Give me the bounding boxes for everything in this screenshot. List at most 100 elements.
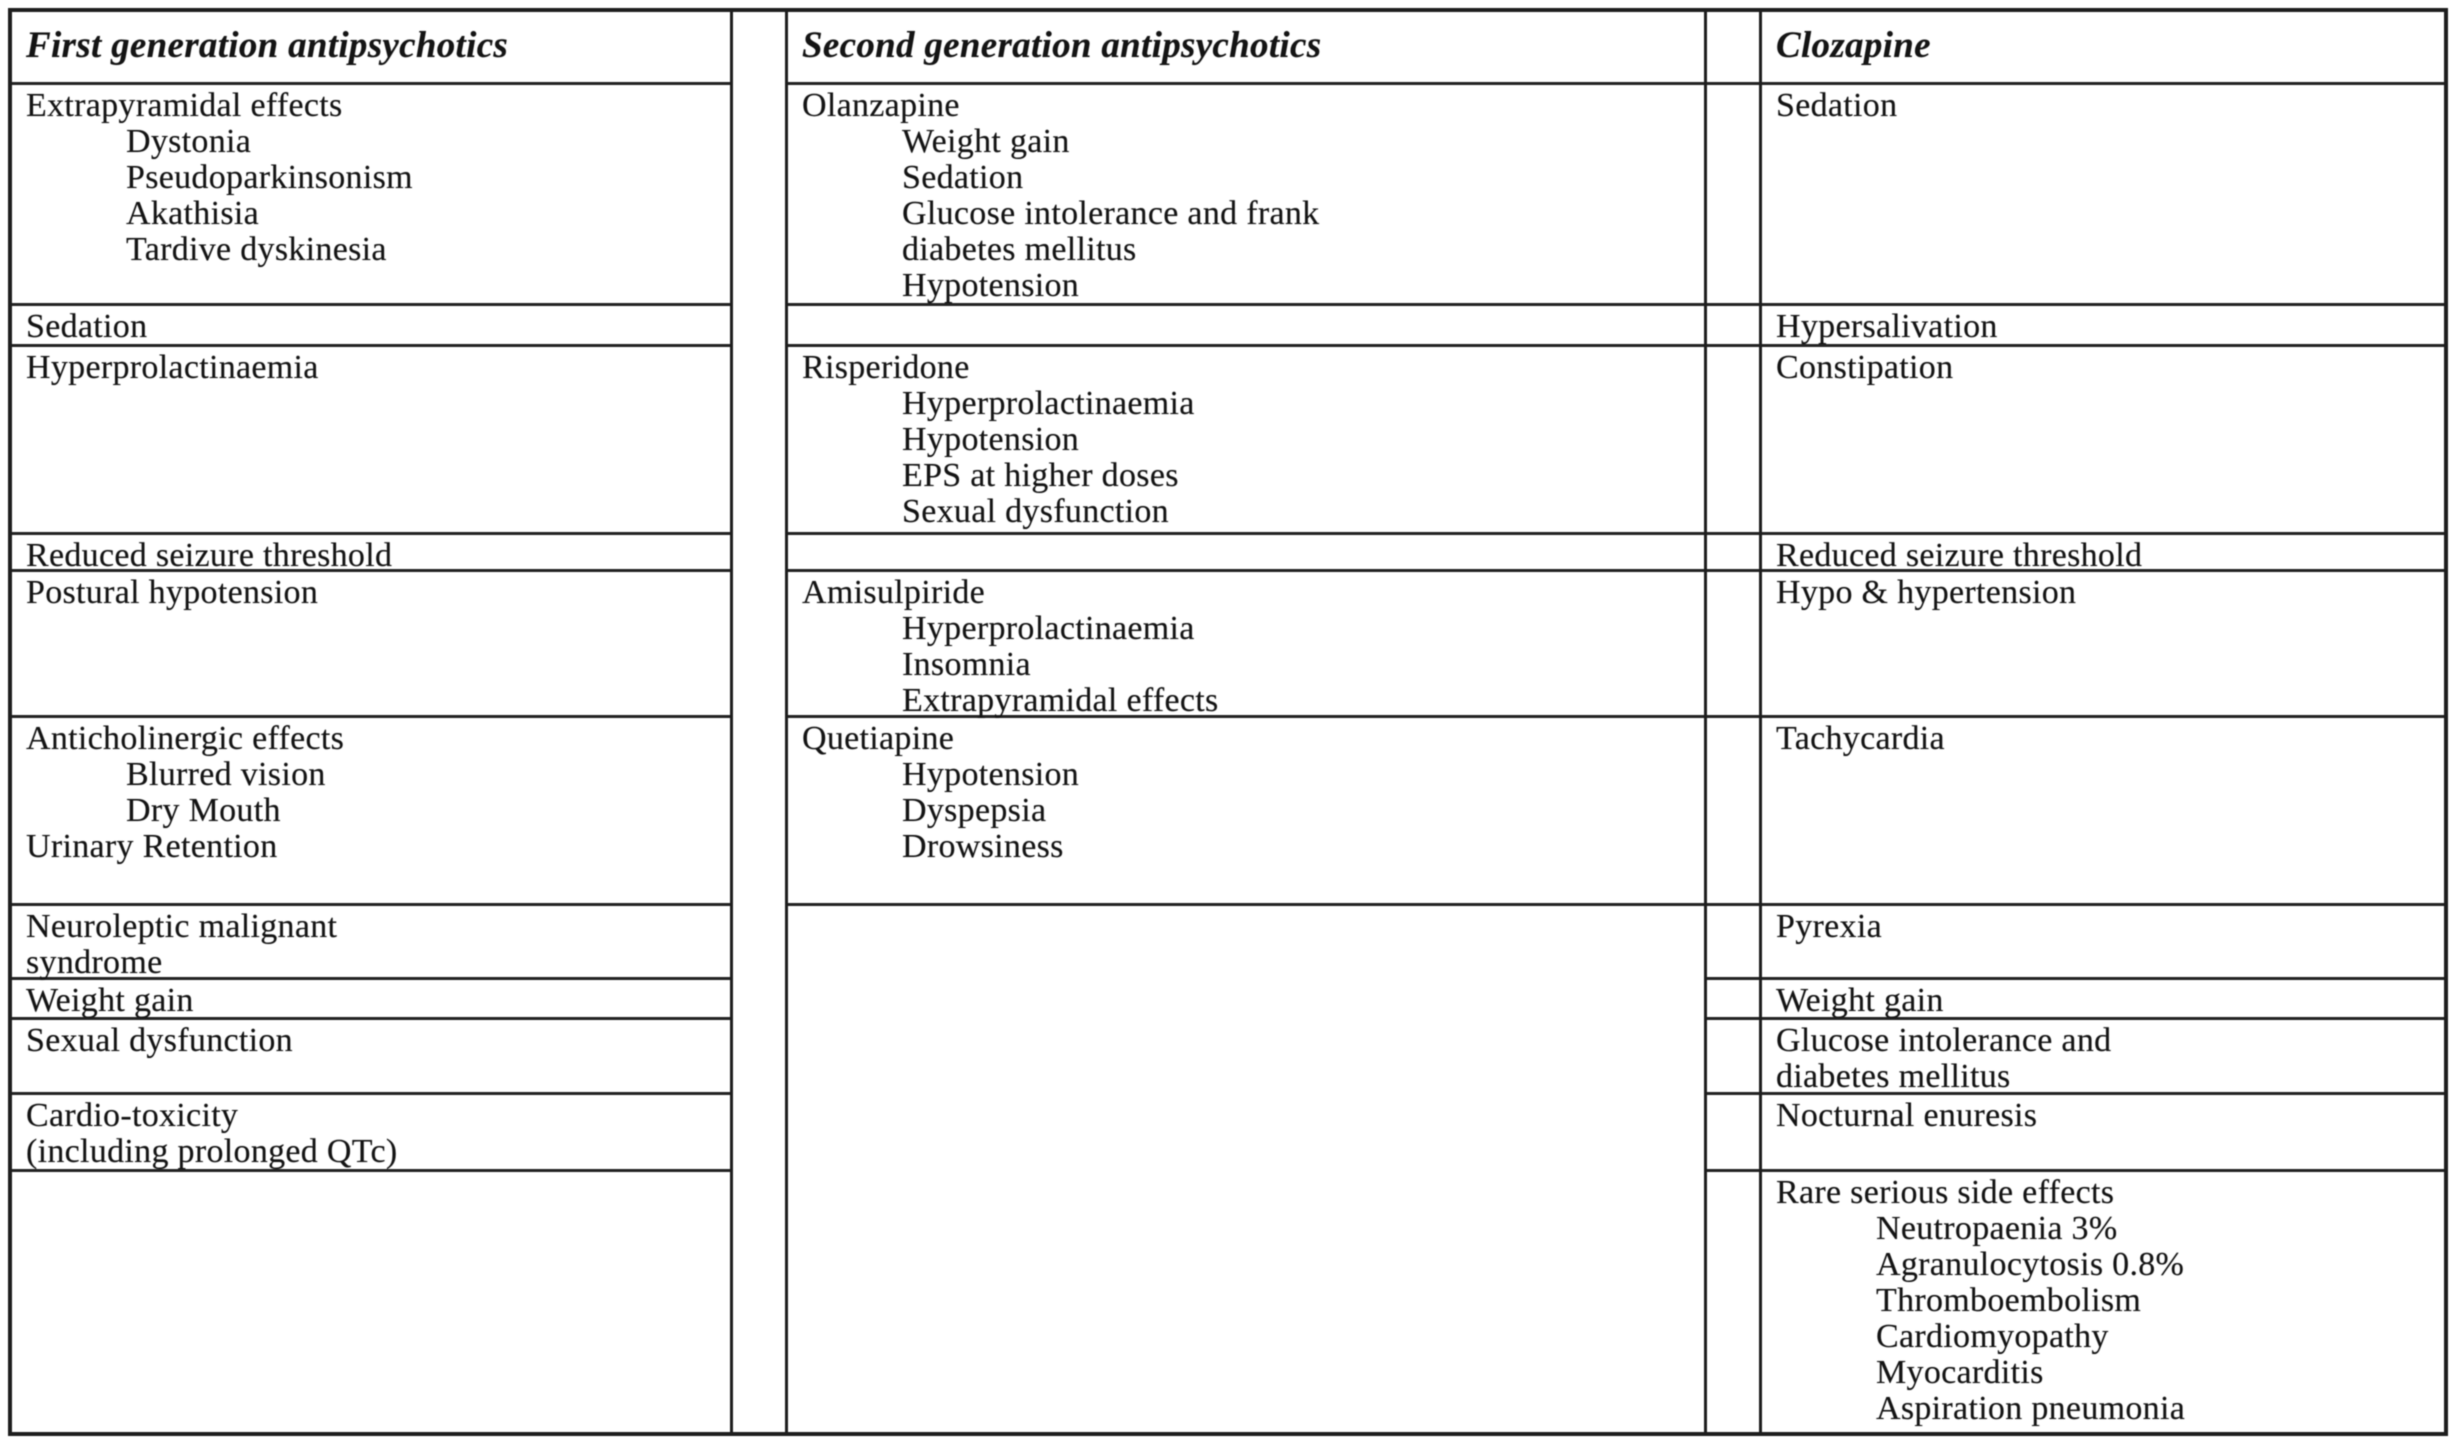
line-quetiapine-dyspepsia: Dyspepsia [902, 792, 1047, 829]
line-quetiapine: Quetiapine [802, 720, 955, 757]
line-constipation: Constipation [1776, 349, 1954, 386]
fga-header-title: First generation antipsychotics [26, 25, 509, 66]
sga-cell-amisulpiride: Amisulpiride Hyperprolactinaemia Insomni… [788, 572, 1704, 719]
cloz-cell-rare-serious: Rare serious side effects Neutropaenia 3… [1762, 1172, 2444, 1432]
line-aspiration-pneumonia: Aspiration pneumonia [1876, 1390, 2186, 1427]
line-pseudoparkinsonism: Pseudoparkinsonism [126, 159, 413, 196]
spacer-column-1 [733, 12, 785, 1432]
line-thromboembolism: Thromboembolism [1876, 1282, 2142, 1319]
line-fga-reduced-seizure-threshold: Reduced seizure threshold [26, 537, 393, 574]
cloz-cell-nocturnal-enuresis: Nocturnal enuresis [1762, 1095, 2444, 1172]
sga-cell-olanzapine: Olanzapine Weight gain Sedation Glucose … [788, 85, 1704, 306]
column-first-generation: First generation antipsychotics Extrapyr… [12, 12, 733, 1432]
line-fga-weight-gain: Weight gain [26, 982, 194, 1019]
cloz-cell-reduced-seizure-threshold: Reduced seizure threshold [1762, 535, 2444, 574]
line-tachycardia: Tachycardia [1776, 720, 1945, 757]
line-amisulpiride: Amisulpiride [802, 574, 986, 611]
line-risperidone-hyperprolactinaemia: Hyperprolactinaemia [902, 385, 1195, 422]
line-quetiapine-hypotension: Hypotension [902, 756, 1080, 793]
line-cloz-weight-gain: Weight gain [1776, 982, 1944, 1019]
cloz-cell-glucose-intolerance: Glucose intolerance and diabetes mellitu… [1762, 1020, 2444, 1095]
line-cloz-glucose-1: Glucose intolerance and [1776, 1022, 2112, 1059]
line-olanzapine-hypotension: Hypotension [902, 267, 1080, 304]
line-blurred-vision: Blurred vision [126, 756, 326, 793]
line-risperidone: Risperidone [802, 349, 970, 386]
line-olanzapine-glucose-1: Glucose intolerance and frank [902, 195, 1320, 232]
line-cardiotoxicity-2: (including prolonged QTc) [26, 1133, 398, 1170]
spacer2-segment [1707, 980, 1759, 1020]
line-hypo-hypertension: Hypo & hypertension [1776, 574, 2077, 611]
fga-cell-sedation: Sedation [12, 306, 730, 347]
spacer2-segment [1707, 572, 1759, 718]
fga-cell-neuroleptic-malignant-syndrome: Neuroleptic malignant syndrome [12, 906, 730, 981]
line-fga-sedation: Sedation [26, 308, 148, 345]
line-amisulpiride-extrapyramidal: Extrapyramidal effects [902, 682, 1219, 719]
spacer2-segment [1707, 535, 1759, 572]
line-dystonia: Dystonia [126, 123, 252, 160]
line-nms-2: syndrome [26, 944, 163, 981]
fga-cell-sexual-dysfunction: Sexual dysfunction [12, 1020, 730, 1095]
line-extrapyramidal-effects: Extrapyramidal effects [26, 87, 343, 124]
column-second-generation: Second generation antipsychotics Olanzap… [785, 12, 1707, 1432]
line-fga-sexual-dysfunction: Sexual dysfunction [26, 1022, 293, 1059]
spacer2-segment [1707, 306, 1759, 347]
line-agranulocytosis: Agranulocytosis 0.8% [1876, 1246, 2185, 1283]
sga-header-cell: Second generation antipsychotics [788, 12, 1704, 85]
fga-cell-weight-gain: Weight gain [12, 980, 730, 1020]
line-olanzapine-glucose-2: diabetes mellitus [902, 231, 1137, 268]
fga-cell-anticholinergic: Anticholinergic effects Blurred vision D… [12, 718, 730, 906]
spacer2-segment [1707, 906, 1759, 980]
cloz-cell-weight-gain: Weight gain [1762, 980, 2444, 1020]
sga-cell-risperidone: Risperidone Hyperprolactinaemia Hypotens… [788, 347, 1704, 535]
line-dry-mouth: Dry Mouth [126, 792, 281, 829]
cloz-cell-pyrexia: Pyrexia [1762, 906, 2444, 980]
line-rare-serious-side-effects: Rare serious side effects [1776, 1174, 2115, 1211]
line-urinary-retention: Urinary Retention [26, 828, 278, 865]
spacer2-segment [1707, 1172, 1759, 1432]
spacer2-segment [1707, 347, 1759, 535]
sga-cell-quetiapine: Quetiapine Hypotension Dyspepsia Drowsin… [788, 718, 1704, 906]
spacer2-segment [1707, 85, 1759, 306]
line-quetiapine-drowsiness: Drowsiness [902, 828, 1064, 865]
sga-cell-empty-1 [788, 306, 1704, 347]
line-cloz-glucose-2: diabetes mellitus [1776, 1058, 2011, 1095]
fga-cell-empty-bottom [12, 1172, 730, 1432]
cloz-cell-tachycardia: Tachycardia [1762, 718, 2444, 906]
clozapine-header-title: Clozapine [1776, 25, 1931, 66]
column-clozapine: Clozapine Sedation Hypersalivation Const… [1759, 12, 2444, 1432]
line-cloz-sedation: Sedation [1776, 87, 1898, 124]
cloz-cell-constipation: Constipation [1762, 347, 2444, 535]
fga-cell-cardiotoxicity: Cardio-toxicity (including prolonged QTc… [12, 1095, 730, 1172]
cloz-cell-sedation: Sedation [1762, 85, 2444, 306]
spacer2-segment [1707, 1020, 1759, 1095]
sga-cell-empty-bottom [788, 906, 1704, 1432]
clozapine-header-cell: Clozapine [1762, 12, 2444, 85]
spacer-column-2 [1707, 12, 1759, 1432]
line-fga-hyperprolactinaemia: Hyperprolactinaemia [26, 349, 319, 386]
line-amisulpiride-hyperprolactinaemia: Hyperprolactinaemia [902, 610, 1195, 647]
line-nocturnal-enuresis: Nocturnal enuresis [1776, 1097, 2038, 1134]
line-olanzapine-sedation: Sedation [902, 159, 1024, 196]
fga-cell-extrapyramidal: Extrapyramidal effects Dystonia Pseudopa… [12, 85, 730, 306]
line-nms-1: Neuroleptic malignant [26, 908, 338, 945]
line-olanzapine-weight-gain: Weight gain [902, 123, 1070, 160]
fga-header-cell: First generation antipsychotics [12, 12, 730, 85]
spacer2-segment [1707, 12, 1759, 85]
fga-cell-postural-hypotension: Postural hypotension [12, 572, 730, 718]
line-risperidone-eps: EPS at higher doses [902, 457, 1179, 494]
cloz-cell-hypersalivation: Hypersalivation [1762, 306, 2444, 347]
spacer2-segment [1707, 718, 1759, 906]
spacer2-segment [1707, 1095, 1759, 1172]
line-risperidone-hypotension: Hypotension [902, 421, 1080, 458]
fga-cell-hyperprolactinaemia: Hyperprolactinaemia [12, 347, 730, 535]
sga-cell-empty-2 [788, 535, 1704, 572]
line-akathisia: Akathisia [126, 195, 260, 232]
line-neutropaenia: Neutropaenia 3% [1876, 1210, 2118, 1247]
line-myocarditis: Myocarditis [1876, 1354, 2044, 1391]
line-olanzapine: Olanzapine [802, 87, 960, 124]
line-amisulpiride-insomnia: Insomnia [902, 646, 1031, 683]
sga-header-title: Second generation antipsychotics [802, 25, 1322, 66]
line-cardiomyopathy: Cardiomyopathy [1876, 1318, 2109, 1355]
antipsychotic-side-effects-table: First generation antipsychotics Extrapyr… [8, 8, 2448, 1436]
